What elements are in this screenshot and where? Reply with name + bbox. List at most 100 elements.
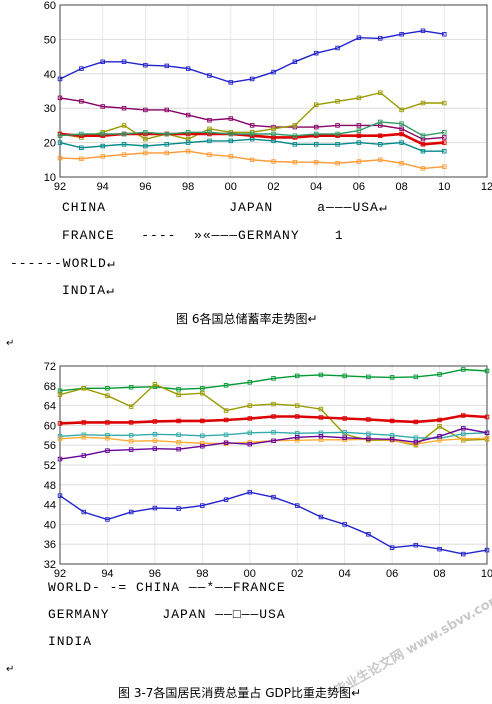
data-point-world — [128, 420, 134, 425]
data-point-usa — [413, 374, 419, 380]
data-point-japan — [313, 124, 319, 130]
data-point-india — [461, 426, 466, 431]
data-point-japan — [399, 126, 404, 132]
y-tick-label: 50 — [44, 34, 56, 46]
data-point-usa — [461, 367, 466, 372]
data-point-france — [420, 100, 426, 106]
data-point-germany — [57, 434, 63, 439]
data-point-china — [57, 76, 63, 82]
data-point-usa — [105, 386, 110, 391]
data-point-world — [399, 131, 404, 137]
x-tick-label: 10 — [438, 181, 450, 193]
y-tick-label: 30 — [44, 103, 56, 115]
data-point-china — [185, 66, 191, 71]
data-point-india — [442, 130, 447, 135]
data-point-china — [228, 80, 234, 85]
data-point-india — [484, 430, 490, 436]
y-tick-label: 44 — [44, 500, 56, 512]
data-point-world — [366, 417, 371, 422]
plot-frame — [59, 4, 488, 178]
data-point-india — [420, 133, 426, 138]
data-point-china — [100, 59, 105, 65]
data-point-china — [313, 50, 319, 56]
data-point-china — [356, 35, 362, 40]
series-line-india — [59, 427, 488, 460]
x-tick-label: 06 — [353, 181, 365, 193]
data-point-france — [313, 102, 319, 108]
data-point-india — [152, 446, 158, 451]
data-point-germany — [342, 430, 347, 435]
watermark-stamp: 毕业生论文网 www.sbvv.com — [331, 590, 492, 699]
data-point-usa — [247, 380, 253, 385]
data-point-world — [413, 419, 419, 425]
data-point-germany — [420, 148, 426, 154]
data-point-usa — [294, 373, 300, 379]
data-point-world — [294, 414, 300, 419]
data-point-china — [437, 546, 442, 552]
data-point-usa — [249, 157, 255, 163]
figure-caption: 图 3-7各国居民消费总量占 GDP比重走势图↵ — [118, 686, 362, 700]
x-tick-label: 10 — [481, 568, 492, 580]
data-point-japan — [442, 135, 447, 140]
plot-frame — [59, 365, 488, 565]
data-point-india — [292, 133, 298, 138]
data-point-india — [207, 130, 212, 135]
data-point-germany — [152, 432, 158, 437]
data-point-germany — [335, 142, 340, 147]
data-point-india — [81, 453, 86, 458]
data-point-india — [378, 119, 383, 125]
legend-line: INDIA↵ — [62, 283, 115, 298]
y-tick-label: 32 — [44, 559, 56, 571]
data-point-france — [176, 392, 181, 397]
data-point-usa — [366, 374, 371, 380]
data-point-france — [271, 126, 276, 132]
data-point-usa — [164, 150, 169, 156]
data-point-japan — [228, 116, 234, 121]
data-point-usa — [57, 155, 63, 161]
x-tick-label: 92 — [54, 181, 66, 193]
y-tick-label: 52 — [44, 460, 56, 472]
data-point-usa — [100, 154, 105, 159]
data-point-japan — [335, 123, 340, 128]
data-point-japan — [164, 107, 169, 113]
data-point-india — [389, 437, 395, 442]
x-tick-label: 08 — [395, 181, 407, 193]
data-point-japan — [484, 436, 490, 441]
x-tick-label: 92 — [54, 568, 66, 580]
data-point-usa — [484, 368, 490, 374]
data-point-world — [318, 415, 324, 420]
legend-line: ------WORLD↵ — [10, 256, 116, 271]
return-mark: ↵ — [6, 338, 15, 349]
data-point-world — [152, 419, 158, 424]
data-point-india — [271, 438, 276, 443]
data-point-japan — [100, 104, 105, 109]
data-point-germany — [442, 148, 447, 154]
data-point-world — [200, 418, 205, 424]
data-point-usa — [399, 160, 404, 166]
data-point-india — [57, 456, 63, 462]
data-point-usa — [335, 160, 340, 166]
data-point-germany — [247, 430, 253, 436]
data-point-france — [223, 408, 229, 413]
data-point-japan — [143, 107, 148, 113]
data-point-germany — [143, 143, 148, 149]
data-point-india — [247, 441, 253, 447]
data-point-china — [249, 76, 255, 82]
data-point-india — [57, 133, 63, 138]
y-tick-label: 40 — [44, 69, 56, 81]
series-line-germany — [59, 138, 445, 152]
data-point-germany — [57, 140, 63, 145]
y-tick-label: 10 — [44, 172, 56, 184]
data-point-india — [100, 131, 105, 137]
data-point-india — [228, 131, 234, 137]
data-point-france — [247, 403, 253, 408]
data-point-china — [366, 532, 371, 537]
data-point-germany — [366, 431, 371, 437]
data-point-world — [57, 421, 63, 426]
data-point-usa — [176, 387, 181, 392]
data-point-india — [294, 435, 300, 440]
data-point-india — [335, 131, 340, 137]
data-point-india — [366, 436, 371, 442]
data-point-france — [356, 95, 362, 101]
data-point-usa — [389, 375, 395, 380]
